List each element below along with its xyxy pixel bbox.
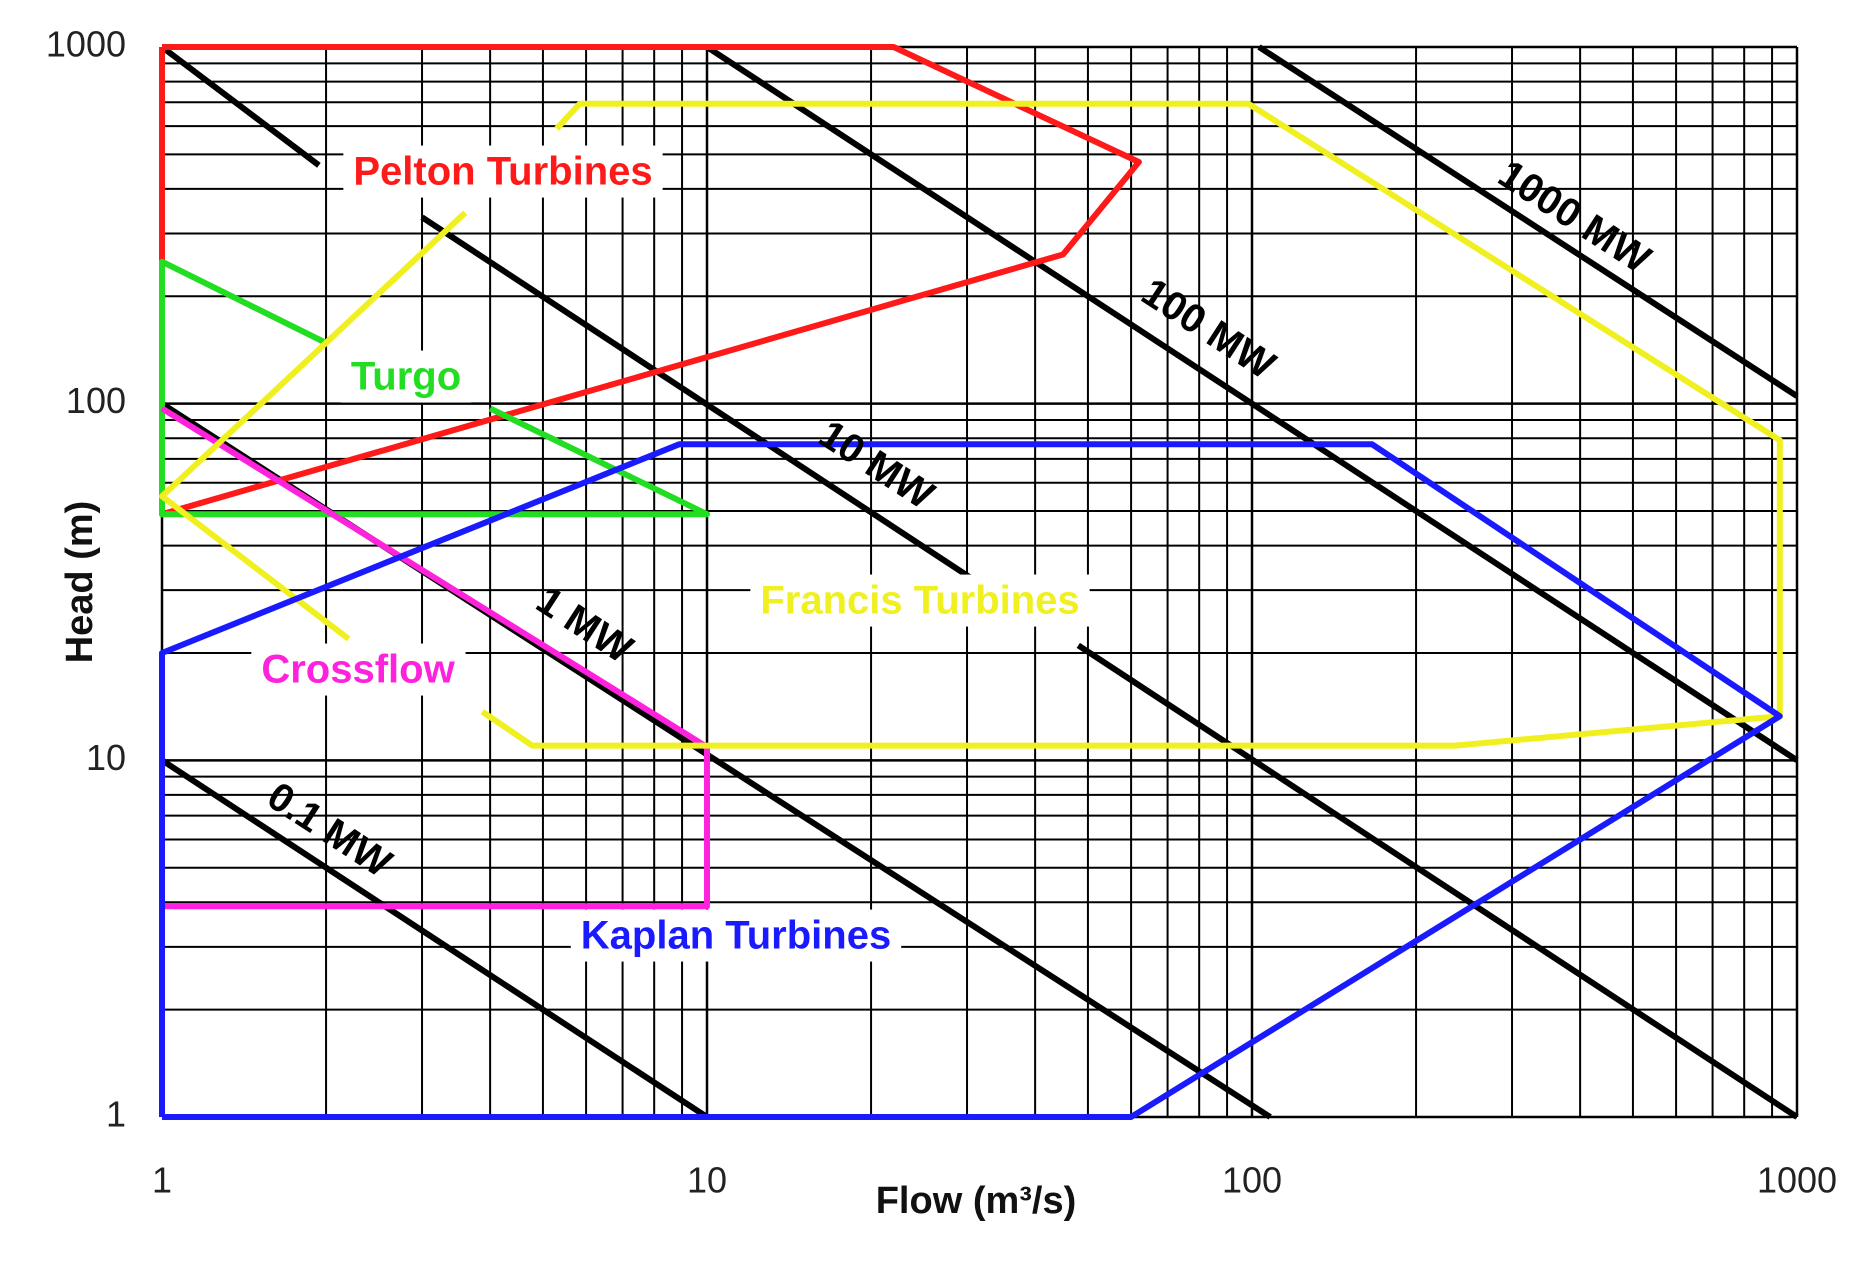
y-tick-label: 1 [106,1094,126,1135]
label-background [750,574,1090,627]
y-tick-label: 100 [66,380,126,421]
series-label-group: Turgo [340,350,472,403]
y-tick-label: 10 [86,737,126,778]
series-label: Kaplan Turbines [581,914,891,958]
series-line [160,757,709,1120]
series-label: Francis Turbines [760,579,1079,623]
x-axis-title: Flow (m³/s) [876,1180,1077,1222]
x-tick-label: 100 [1222,1160,1282,1201]
series-label-group: Pelton Turbines [343,145,663,198]
x-tick-label: 1 [152,1160,172,1201]
series-line [159,441,1783,1120]
y-axis-title: Head (m) [59,501,101,664]
series-line [705,44,1799,763]
x-tick-label: 1000 [1757,1160,1837,1201]
plot-lines [159,44,1799,1120]
series-line [1257,44,1799,399]
series-label-group: Kaplan Turbines [570,909,902,962]
series-label: Crossflow [261,648,455,692]
label-background [570,909,902,962]
label-background [251,643,466,696]
x-tick-label: 10 [687,1160,727,1201]
y-tick-label: 1000 [46,24,126,65]
series-line [159,100,1783,749]
series-line [160,44,1799,1120]
series-label-group: Crossflow [251,643,466,696]
series-line [159,258,710,518]
label-background [343,145,663,198]
series-label: Pelton Turbines [353,150,652,194]
label-background [340,350,472,403]
series-label: Turgo [351,355,461,399]
series-label-group: Francis Turbines [750,574,1090,627]
